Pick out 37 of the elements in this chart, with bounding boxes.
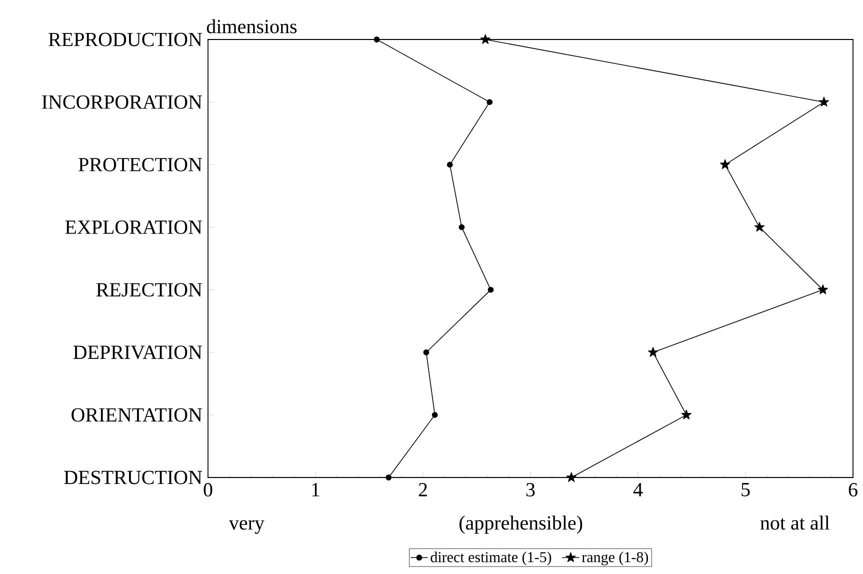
point — [681, 410, 692, 420]
point — [818, 96, 830, 106]
point — [374, 36, 380, 42]
y-tick-label: ORIENTATION — [72, 408, 202, 422]
legend-label: direct estimate (1-5) — [430, 552, 552, 566]
y-tick-label: REJECTION — [96, 283, 202, 297]
x-tick-label: 4 — [633, 483, 643, 496]
text: not at all — [760, 516, 830, 530]
point — [432, 412, 438, 418]
x-tick-label: 0 — [204, 483, 212, 497]
point — [458, 224, 465, 230]
x-tick-label: 6 — [848, 483, 858, 496]
point — [648, 347, 658, 357]
text: very — [228, 520, 264, 534]
y-tick-label: DEPRIVATION — [73, 346, 202, 360]
point — [818, 284, 828, 294]
y-axis-title: dimensions — [206, 19, 297, 34]
y-tick-label: EXPLORATION — [65, 220, 202, 234]
text: (apprehensible) — [460, 516, 582, 534]
x-tick-label: 3 — [526, 483, 535, 496]
point — [486, 99, 493, 106]
point — [446, 162, 453, 168]
point — [720, 159, 730, 170]
x-tick-label: 1 — [312, 483, 320, 496]
y-tick-label: DESTRUCTION — [64, 470, 202, 484]
legend-label: range (1-8) — [582, 552, 648, 566]
point — [480, 34, 490, 44]
y-tick-label: REPRODUCTION — [48, 32, 202, 46]
point — [566, 472, 576, 482]
y-tick-label: PROTECTION — [78, 158, 202, 172]
point — [754, 222, 765, 232]
point — [423, 349, 430, 356]
y-tick-label: INCORPORATION — [42, 95, 202, 109]
point — [488, 286, 494, 293]
x-tick-label: 2 — [418, 483, 427, 496]
point — [386, 474, 392, 480]
x-tick-label: 5 — [742, 483, 750, 496]
